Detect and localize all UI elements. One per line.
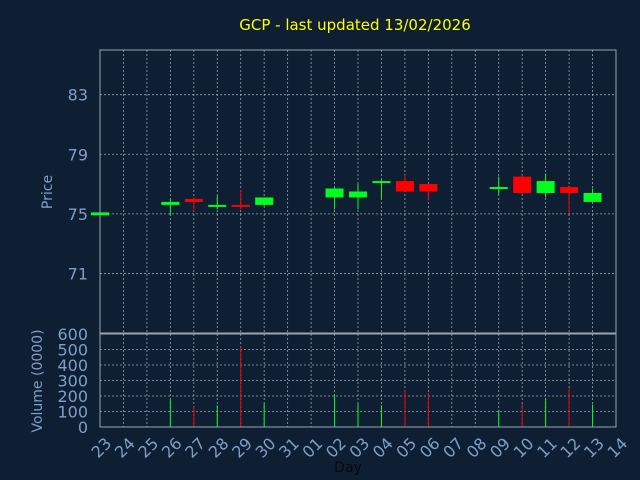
volume-tick-label: 200: [57, 387, 88, 406]
price-tick-label: 75: [68, 205, 88, 224]
candle: [325, 187, 344, 210]
candle-body: [395, 181, 414, 192]
candle-body: [208, 204, 227, 207]
volume-tick-label: 100: [57, 403, 88, 422]
candle: [536, 173, 555, 198]
candle: [489, 176, 508, 195]
volume-axis-label: Volume (0000): [30, 329, 46, 432]
candle: [349, 184, 367, 210]
chart-title: GCP - last updated 13/02/2026: [239, 16, 471, 34]
volume-tick-label: 300: [57, 372, 88, 391]
candle-body: [184, 198, 203, 202]
volume-tick-label: 600: [57, 325, 88, 344]
price-y-ticks: 71 75 79 83: [68, 86, 88, 284]
candle-body: [231, 204, 250, 207]
price-tick-label: 83: [68, 86, 88, 105]
candle-body: [325, 188, 344, 198]
candle-body: [489, 187, 508, 190]
candle-body: [583, 192, 602, 202]
candle: [184, 197, 203, 211]
volume-tick-label: 500: [57, 341, 88, 360]
volume-plot-frame: [99, 333, 617, 428]
volume-bars: [169, 346, 594, 427]
candle: [372, 179, 391, 199]
candle-body: [372, 181, 391, 184]
candle: [560, 187, 579, 214]
x-axis-label: Day: [334, 460, 362, 476]
candle: [231, 190, 250, 210]
price-tick-label: 71: [68, 264, 88, 283]
day-x-ticks: 2324252627282930310102030405060708091011…: [87, 434, 631, 462]
candle-body: [536, 181, 555, 193]
volume-tick-label: 400: [57, 356, 88, 375]
candle-body: [161, 201, 180, 205]
candle-body: [513, 176, 532, 193]
price-panel: 71 75 79 83 Price: [40, 49, 617, 334]
candle-body: [419, 184, 438, 192]
price-plot-frame: [99, 49, 617, 334]
candle-body: [560, 187, 579, 193]
candle: [583, 188, 602, 202]
candle: [255, 197, 274, 207]
candle: [395, 175, 414, 192]
price-tick-label: 79: [68, 145, 88, 164]
candle: [208, 195, 227, 210]
candle: [419, 184, 438, 201]
candle-body: [349, 191, 367, 198]
candle-body: [255, 197, 274, 205]
volume-tick-label: 0: [78, 418, 88, 437]
candle: [161, 198, 180, 216]
candle: [513, 175, 532, 195]
price-axis-label: Price: [40, 175, 56, 209]
